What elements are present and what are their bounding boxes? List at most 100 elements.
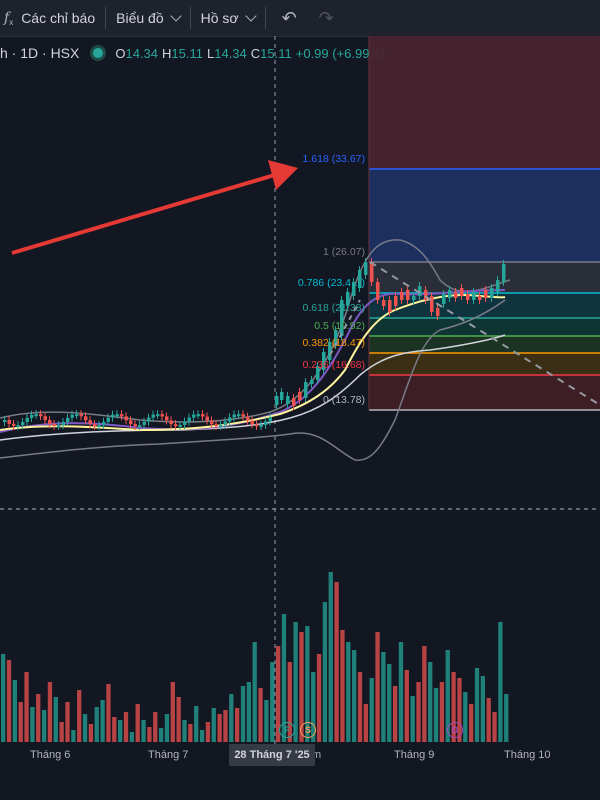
bollinger-lower	[0, 299, 506, 461]
volume-bar	[123, 712, 129, 742]
volume-bar	[387, 664, 392, 742]
volume-bar	[369, 678, 374, 742]
candle-body	[120, 414, 124, 417]
toolbar-divider	[105, 7, 107, 29]
candle-body	[70, 414, 74, 418]
chart-dropdown[interactable]: Biểu đồ	[110, 0, 185, 36]
candlesticks	[3, 258, 506, 430]
candle-body	[241, 414, 245, 417]
volume-bar	[205, 722, 211, 742]
candle-body	[442, 294, 446, 304]
candle-body	[346, 292, 350, 306]
candle-body	[52, 423, 56, 426]
undo-button[interactable]: ↶	[276, 0, 303, 36]
toolbar-divider	[189, 7, 191, 29]
candle-body	[394, 296, 398, 306]
volume-bar	[504, 694, 509, 742]
volume-bar	[287, 662, 292, 742]
xaxis-label: Tháng 10	[504, 749, 551, 761]
candle-body	[460, 288, 464, 296]
volume-bar	[24, 672, 29, 742]
xaxis-label: Tháng 7	[148, 749, 189, 761]
pane-divider	[0, 36, 600, 744]
volume-bar	[147, 727, 152, 742]
fib-zone-fill	[369, 169, 600, 262]
volume-bar	[112, 717, 117, 742]
candle-body	[259, 424, 263, 427]
indicators-label: Các chỉ báo	[21, 10, 96, 26]
candle-body	[424, 290, 428, 300]
symbol-label[interactable]: h · 1D · HSX	[0, 45, 80, 61]
event-marker-d[interactable]: D	[447, 722, 463, 738]
trend-line-dashed[interactable]	[329, 299, 361, 356]
volume-bar	[129, 732, 134, 742]
crosshair-date-label: 28 Tháng 7 '25	[229, 744, 315, 766]
candle-body	[478, 296, 482, 300]
volume-bar	[153, 712, 158, 742]
candle-body	[228, 417, 232, 422]
xaxis-label: Tháng 6	[30, 749, 71, 761]
volume-bar	[398, 642, 404, 742]
candle-body	[268, 417, 272, 422]
candle-body	[12, 423, 16, 426]
candle-body	[178, 424, 182, 427]
volume-bar	[451, 672, 456, 742]
redo-button[interactable]: ↷	[313, 0, 340, 36]
volume-bar	[281, 614, 287, 742]
volume-bar	[439, 682, 445, 742]
volume-bar	[433, 688, 439, 742]
candle-body	[61, 421, 65, 426]
volume-bar	[182, 720, 187, 742]
bollinger-upper	[0, 239, 511, 423]
profile-dropdown[interactable]: Hồ sơ	[195, 0, 261, 36]
annotation-arrow[interactable]	[11, 160, 298, 255]
volume-bar	[164, 714, 170, 742]
volume-bar	[498, 622, 503, 742]
candle-body	[412, 296, 416, 300]
volume-bar	[252, 642, 257, 742]
volume-bar	[469, 704, 474, 742]
volume-bar	[480, 676, 485, 742]
bollinger-middle	[0, 334, 506, 441]
volume-bar	[135, 704, 140, 742]
price-chart[interactable]: 1.618 (33.67) 1 (26.07) 0.786 (23.4…) 0.618…	[0, 36, 600, 744]
candle-body	[328, 342, 332, 360]
candle-body	[102, 421, 106, 426]
candle-body	[21, 422, 25, 426]
candle-body	[430, 296, 434, 312]
volume-bar	[41, 710, 47, 742]
event-marker-s[interactable]: S	[300, 722, 316, 738]
volume-bar	[457, 678, 462, 742]
chevron-down-icon	[244, 10, 257, 22]
fib-level-label: 0.236 (16.68)	[303, 359, 365, 371]
candle-body	[43, 416, 47, 421]
volume-bar	[270, 662, 275, 742]
volume-bar	[352, 650, 357, 742]
trend-line-dashed[interactable]	[369, 261, 600, 406]
candle-body	[292, 398, 296, 406]
toolbar-divider	[264, 7, 266, 29]
candle-body	[340, 300, 344, 336]
candle-body	[219, 424, 223, 427]
volume-bar	[18, 702, 23, 742]
candle-body	[316, 366, 320, 380]
event-marker-f[interactable]: F	[279, 722, 295, 738]
candle-body	[466, 294, 470, 300]
fib-level-label: 0 (13.78)	[323, 394, 365, 406]
profile-label: Hồ sơ	[200, 10, 239, 26]
candle-body	[490, 288, 494, 298]
volume-bar	[264, 700, 269, 742]
candle-body	[133, 424, 137, 427]
volume-bar	[346, 642, 351, 742]
volume-bar	[211, 708, 216, 742]
market-status-icon	[93, 48, 104, 58]
low-value: 14.34	[214, 45, 247, 61]
candle-body	[364, 262, 368, 275]
volume-bar	[1, 654, 6, 742]
open-key: O	[115, 45, 126, 61]
volume-bar	[88, 724, 94, 742]
candle-body	[376, 282, 380, 300]
volume-bar	[316, 654, 322, 742]
candle-body	[196, 414, 200, 417]
